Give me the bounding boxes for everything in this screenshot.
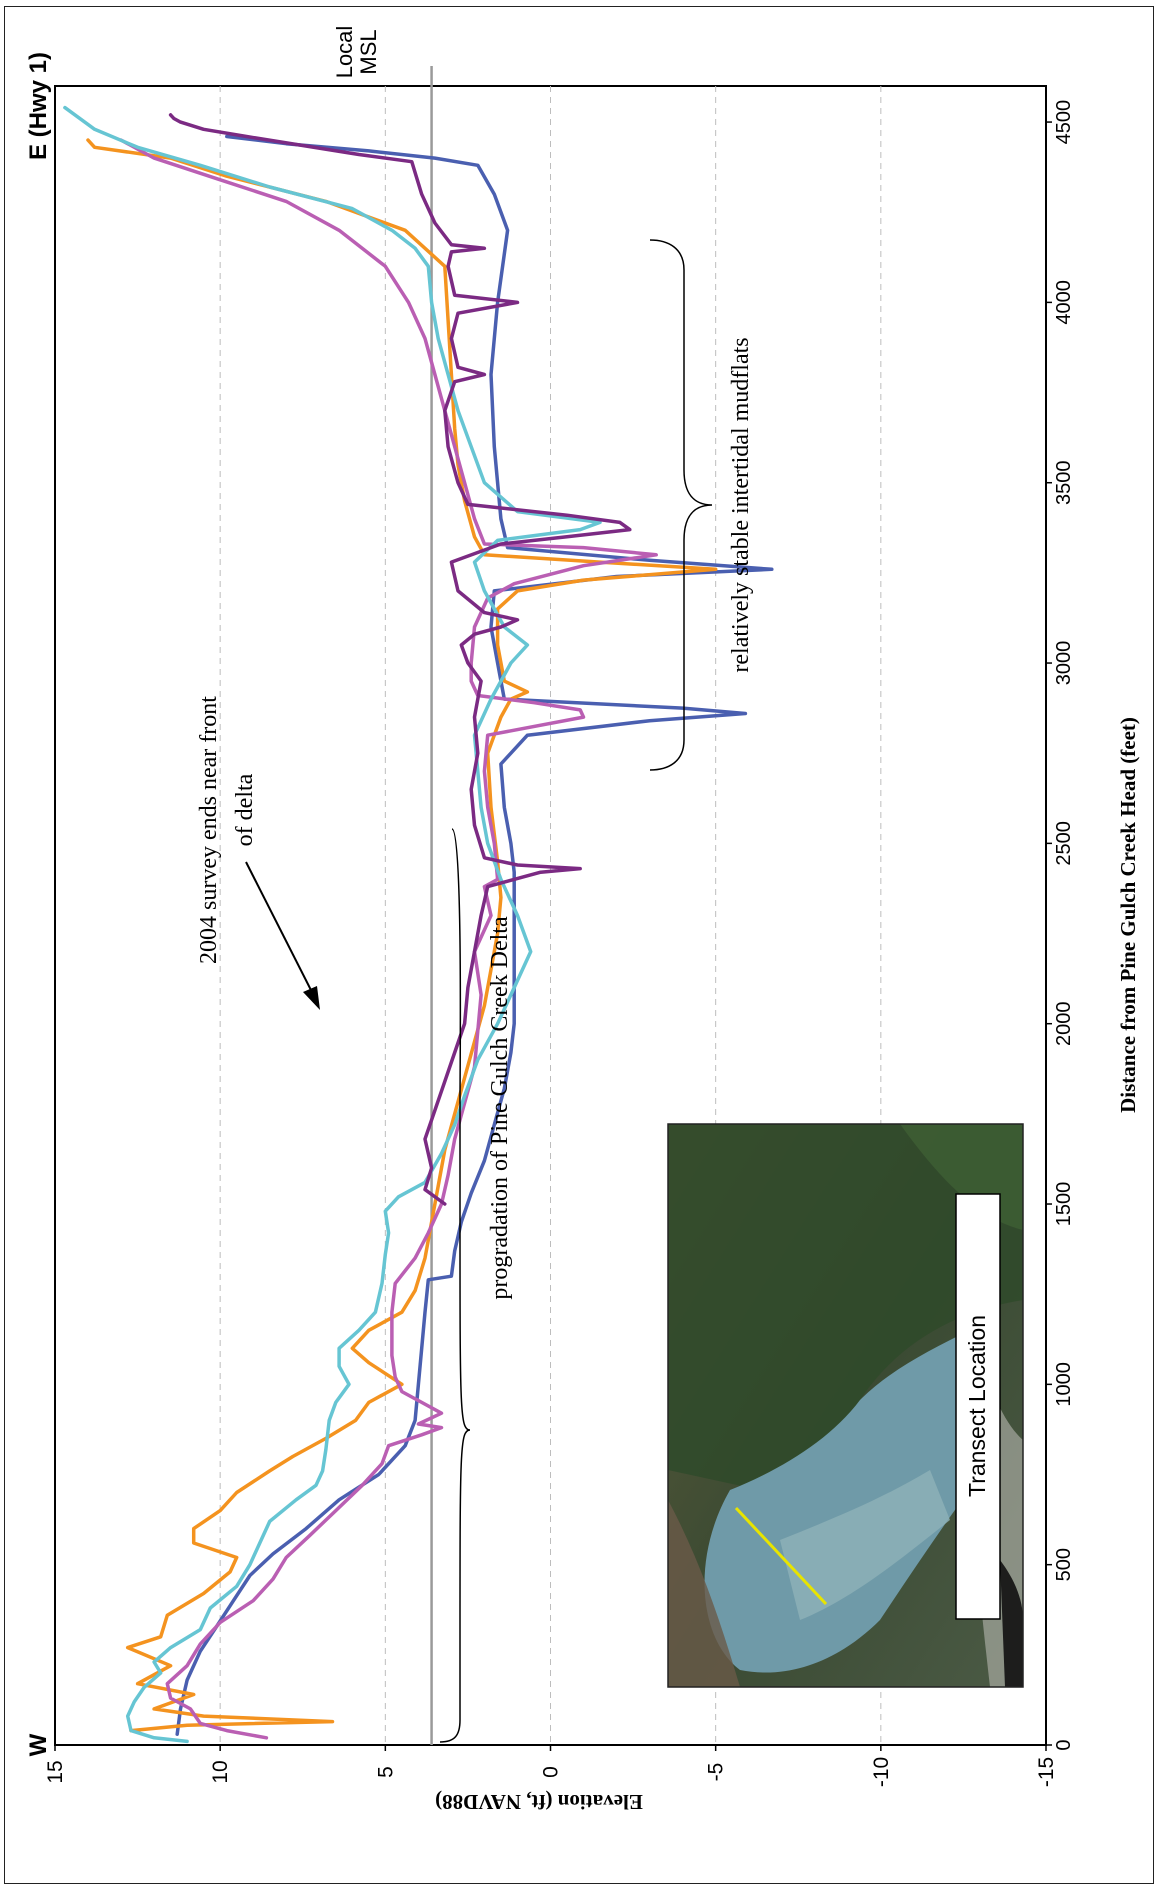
survey-note-arrow <box>245 861 317 1001</box>
x-axis-title: Distance from Pine Gulch Creek Head (fee… <box>1116 717 1140 1113</box>
series-line-5 <box>168 113 632 1206</box>
survey-note-line1: 2004 survey ends near front <box>196 696 222 964</box>
series-line-1 <box>175 134 774 1736</box>
x-tick-label: 2500 <box>1053 821 1075 866</box>
y-tick-label: -10 <box>870 1757 893 1787</box>
x-tick-label: 500 <box>1053 1548 1075 1581</box>
x-tick-label: 3000 <box>1053 641 1075 686</box>
y-tick-label: -5 <box>705 1763 728 1782</box>
x-tick-label: 2000 <box>1053 1001 1075 1046</box>
y-tick-labels: 15 10 5 0 -5 -10 -15 <box>44 1745 1058 1787</box>
x-tick-label: 1000 <box>1053 1362 1075 1407</box>
survey-note-line2: of delta <box>232 773 258 846</box>
figure-frame <box>4 6 1154 1884</box>
mudflats-brace <box>649 239 713 771</box>
transect-label: Transect Location <box>964 1315 990 1497</box>
west-end-label: W <box>25 1733 52 1756</box>
y-tick-label: -15 <box>1035 1757 1058 1787</box>
survey-note-arrowhead <box>303 986 320 1010</box>
series-line-4 <box>63 105 602 1744</box>
y-axis-title: Elevation (ft, NAVD88) <box>435 1790 643 1814</box>
delta-brace <box>439 828 471 1743</box>
y-tick-label: 10 <box>209 1760 232 1783</box>
x-tick-label: 0 <box>1053 1739 1075 1750</box>
transect-label-box <box>955 1193 1001 1620</box>
delta-label: progradation of Pine Gulch Creek Delta <box>487 916 513 1300</box>
y-tick-label: 0 <box>540 1766 563 1778</box>
msl-label-line1: Local <box>332 26 357 79</box>
x-tick-labels: 0 500 1000 1500 2000 2500 3000 3500 4000 4500 <box>1046 100 1075 1751</box>
series-line-3 <box>119 138 658 1740</box>
mudflats-label: relatively stable intertidal mudflats <box>728 337 754 672</box>
y-tick-label: 5 <box>374 1766 397 1778</box>
x-tick-label: 4500 <box>1053 100 1075 145</box>
x-tick-label: 3500 <box>1053 460 1075 505</box>
east-end-label: E (Hwy 1) <box>25 52 52 160</box>
y-tick-label: 15 <box>44 1760 67 1783</box>
msl-label-line2: MSL <box>356 29 381 74</box>
transect-line <box>734 1506 828 1606</box>
series-layer <box>63 105 774 1744</box>
x-tick-label: 1500 <box>1053 1182 1075 1227</box>
gridlines <box>219 86 882 1745</box>
x-tick-label: 4000 <box>1053 280 1075 325</box>
